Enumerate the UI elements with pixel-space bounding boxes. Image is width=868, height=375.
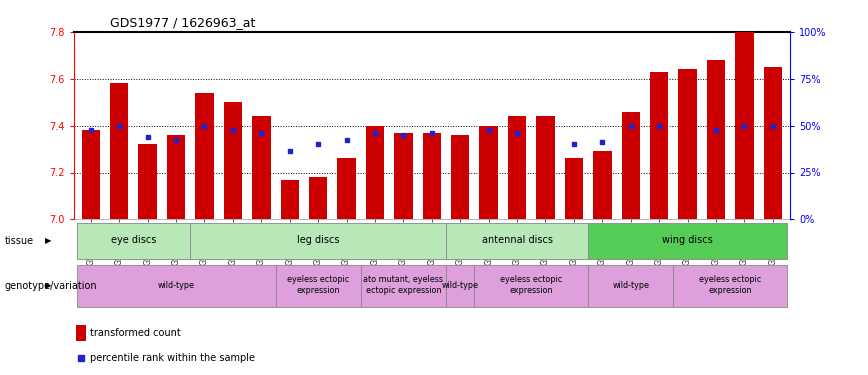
Bar [82,130,100,219]
Bar [167,135,185,219]
Text: transformed count: transformed count [90,328,181,338]
Bar [76,223,190,259]
Text: wing discs: wing discs [662,235,713,245]
Bar [589,265,674,307]
Bar [764,67,782,219]
Bar [536,116,555,219]
Text: wild-type: wild-type [442,280,479,290]
Bar [252,116,271,219]
Bar [275,265,361,307]
Text: antennal discs: antennal discs [482,235,553,245]
Bar [565,159,583,219]
Bar [338,159,356,219]
Bar [280,180,299,219]
Bar [110,84,128,219]
Bar [650,72,668,219]
Bar [76,265,275,307]
Text: eyeless ectopic
expression: eyeless ectopic expression [699,275,761,295]
Bar [451,135,470,219]
Text: wild-type: wild-type [158,280,194,290]
Bar [224,102,242,219]
Text: leg discs: leg discs [297,235,339,245]
Bar [475,265,589,307]
Bar [76,325,86,341]
Bar [593,152,612,219]
Bar [707,60,726,219]
Bar [621,112,640,219]
Bar [679,69,697,219]
Bar [190,223,446,259]
Text: genotype/variation: genotype/variation [4,281,97,291]
Bar [479,126,498,219]
Bar [361,265,446,307]
Bar [735,32,753,219]
Text: GDS1977 / 1626963_at: GDS1977 / 1626963_at [109,16,255,29]
Bar [394,133,412,219]
Bar [309,177,327,219]
Text: tissue: tissue [4,236,34,246]
Text: eye discs: eye discs [111,235,156,245]
Bar [589,223,787,259]
Bar [508,116,526,219]
Bar [446,223,589,259]
Text: ▶: ▶ [45,236,51,245]
Bar [365,126,385,219]
Bar [195,93,214,219]
Bar [674,265,787,307]
Bar [138,144,157,219]
Text: eyeless ectopic
expression: eyeless ectopic expression [500,275,562,295]
Bar [423,133,441,219]
Text: ▶: ▶ [45,281,51,290]
Text: eyeless ectopic
expression: eyeless ectopic expression [287,275,349,295]
Text: ato mutant, eyeless
ectopic expression: ato mutant, eyeless ectopic expression [364,275,444,295]
Text: wild-type: wild-type [612,280,649,290]
Bar [446,265,475,307]
Text: percentile rank within the sample: percentile rank within the sample [90,353,255,363]
